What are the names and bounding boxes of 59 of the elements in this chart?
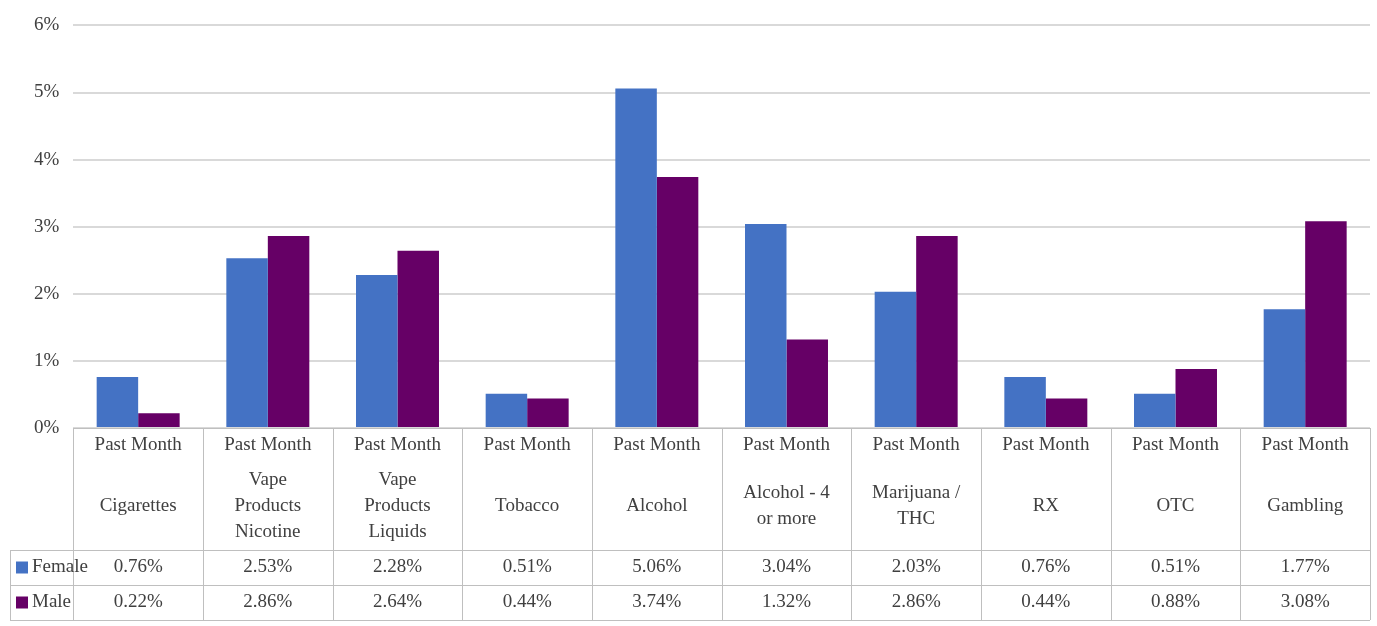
data-label: 2.53% bbox=[243, 555, 293, 577]
bar bbox=[138, 413, 180, 427]
bar bbox=[527, 398, 569, 427]
data-label: 2.28% bbox=[372, 555, 423, 577]
data-label: 0.44% bbox=[502, 590, 552, 612]
bar bbox=[1305, 221, 1347, 427]
data-label: 3.04% bbox=[761, 555, 812, 577]
x-tick-label: Past Month Vape Products Liquids bbox=[353, 432, 442, 541]
data-label: 0.76% bbox=[1021, 555, 1071, 577]
bar bbox=[356, 275, 398, 427]
data-label: 0.76% bbox=[113, 555, 163, 577]
data-label: 5.06% bbox=[632, 555, 682, 577]
bar bbox=[1045, 398, 1088, 427]
y-tick-label: 4% bbox=[34, 147, 60, 169]
data-label: 2.64% bbox=[372, 590, 423, 612]
category-label: Past Month Marijuana / THC bbox=[872, 432, 961, 528]
data-label: 1.77% bbox=[1280, 555, 1330, 577]
x-tick-label: Past Month Vape Products Nicotine bbox=[224, 432, 312, 541]
data-label: 2.86% bbox=[891, 590, 941, 612]
category-label: Past Month RX bbox=[1002, 432, 1090, 515]
category-label: Past Month Tobacco bbox=[483, 432, 571, 515]
bar bbox=[745, 224, 787, 427]
data-label: 0.22% bbox=[113, 590, 163, 612]
data-label: 0.51% bbox=[1150, 555, 1201, 577]
y-tick-label: 3% bbox=[34, 214, 60, 236]
bar bbox=[656, 177, 699, 427]
data-label: 1.32% bbox=[761, 590, 812, 612]
data-label: 2.86% bbox=[243, 590, 293, 612]
category-label: Past Month Cigarettes bbox=[94, 432, 182, 515]
category-label: Past Month Alcohol - 4 or more bbox=[742, 432, 831, 528]
data-label: 2.03% bbox=[891, 555, 941, 577]
legend-label: Female bbox=[32, 555, 88, 577]
data-label: 3.74% bbox=[632, 590, 682, 612]
category-label: Past Month OTC bbox=[1131, 432, 1220, 515]
bar bbox=[916, 236, 958, 427]
y-tick-label: 1% bbox=[34, 348, 60, 370]
y-tick-label: 2% bbox=[34, 281, 60, 303]
y-tick-label: 0% bbox=[34, 415, 60, 437]
bar bbox=[485, 393, 528, 427]
data-label: 0.44% bbox=[1021, 590, 1071, 612]
data-label: 0.88% bbox=[1150, 590, 1201, 612]
bar bbox=[226, 258, 268, 427]
bar bbox=[786, 339, 828, 427]
bar bbox=[397, 250, 439, 427]
category-label: Past Month Gambling bbox=[1261, 432, 1349, 515]
bar bbox=[1263, 309, 1306, 427]
bar bbox=[1134, 393, 1176, 427]
y-tick-label: 6% bbox=[34, 13, 60, 35]
bar bbox=[615, 88, 657, 427]
legend-label: Male bbox=[32, 590, 72, 612]
bar bbox=[1004, 377, 1046, 427]
data-label: 0.51% bbox=[502, 555, 552, 577]
bar bbox=[874, 291, 917, 427]
bar bbox=[1175, 368, 1217, 427]
y-tick-label: 5% bbox=[34, 80, 60, 102]
data-label: 3.08% bbox=[1280, 590, 1330, 612]
bar bbox=[96, 377, 139, 427]
category-label: Past Month Alcohol bbox=[613, 432, 701, 515]
bar bbox=[267, 236, 310, 427]
